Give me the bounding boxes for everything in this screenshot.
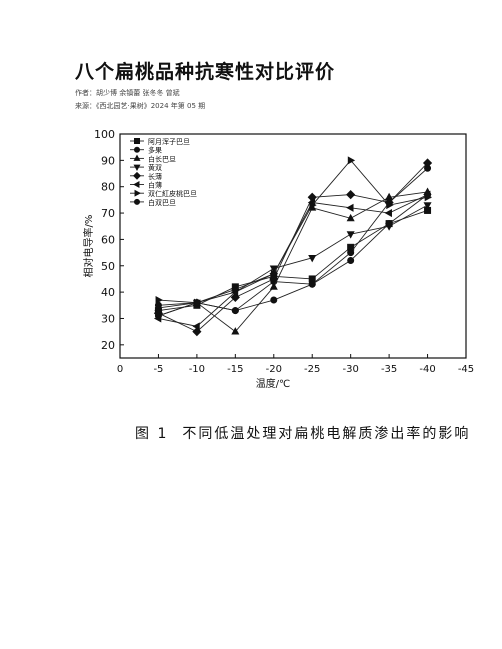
legend-label: 白薄 <box>148 181 162 190</box>
y-tick-label: 80 <box>101 181 115 194</box>
x-tick-label: -20 <box>266 364 282 375</box>
x-tick-label: 0 <box>117 364 123 375</box>
series-line-7 <box>158 194 428 312</box>
data-point-series-3 <box>269 265 278 273</box>
legend-label: 长薄 <box>148 172 162 181</box>
x-tick-label: -5 <box>153 364 163 375</box>
line-chart: 20 30 40 50 60 70 80 90 100 0 -5 -10 -15 -20 -25 -30 -35… <box>82 128 474 390</box>
data-point-series-1 <box>347 249 355 257</box>
data-point-series-6 <box>309 201 317 210</box>
legend-label: 阿月浑子巴旦 <box>148 137 190 146</box>
series-line-1 <box>158 167 428 317</box>
legend-marker <box>133 198 140 205</box>
data-point-series-6 <box>232 285 240 294</box>
y-tick-label: 50 <box>101 260 115 273</box>
authors-label: 作者： <box>75 89 96 97</box>
source: 《西北园艺·果树》2024 年第 05 期 <box>96 102 206 110</box>
y-tick-label: 60 <box>101 233 115 246</box>
figure-number: 图 1 <box>135 426 169 442</box>
figure-caption-text: 不同低温处理对扁桃电解质渗出率的影响 <box>182 426 471 442</box>
data-point-series-7 <box>385 220 393 228</box>
data-point-series-7 <box>347 256 355 264</box>
data-point-series-4 <box>346 190 356 200</box>
legend-marker <box>134 189 141 197</box>
y-tick-label: 40 <box>101 286 115 299</box>
legend-marker <box>133 138 140 145</box>
x-tick-label: -10 <box>189 364 205 375</box>
y-tick-label: 90 <box>101 154 115 167</box>
data-point-series-3 <box>346 231 355 239</box>
data-point-series-6 <box>270 269 279 278</box>
data-point-series-3 <box>308 254 317 263</box>
data-point-series-7 <box>270 296 278 304</box>
series-line-6 <box>158 159 428 304</box>
data-point-series-2 <box>269 282 278 290</box>
legend-marker <box>133 146 140 153</box>
data-point-series-7 <box>424 191 432 199</box>
legend-label: 白长巴旦 <box>148 154 176 163</box>
legend-label: 白双巴旦 <box>148 198 176 207</box>
data-point-series-7 <box>154 301 162 309</box>
x-axis-label: 温度/℃ <box>256 377 291 390</box>
data-point-series-2 <box>346 213 355 222</box>
data-point-series-5 <box>384 209 392 218</box>
legend-marker <box>133 164 141 171</box>
data-point-series-7 <box>193 299 201 307</box>
y-axis-label: 相对电导率/% <box>82 215 95 278</box>
x-tick-label: -25 <box>304 364 320 375</box>
legend-marker <box>133 181 140 188</box>
series-line-5 <box>158 194 428 327</box>
plot-frame <box>119 133 467 359</box>
y-tick-label: 20 <box>101 339 115 352</box>
paper-title: 八个扁桃品种抗寒性对比评价 <box>75 61 336 83</box>
source-label: 来源： <box>75 102 96 110</box>
x-tick-label: -45 <box>458 364 474 375</box>
data-point-series-5 <box>192 322 200 331</box>
source-line: 来源：《西北园艺·果树》2024 年第 05 期 <box>75 101 205 111</box>
data-point-series-3 <box>423 202 432 210</box>
data-point-series-7 <box>231 307 239 315</box>
data-point-series-4 <box>422 158 433 168</box>
data-point-series-5 <box>346 203 354 212</box>
legend-label: 双仁紅皮桃巴旦 <box>148 189 197 198</box>
x-tick-label: -40 <box>419 364 435 375</box>
data-point-series-7 <box>308 280 316 288</box>
authors: 胡少博 余镇蕾 张冬冬 曾斌 <box>96 89 180 97</box>
data-point-series-2 <box>231 327 240 335</box>
data-point-series-6 <box>155 295 163 305</box>
legend-label: 黄双 <box>148 163 162 172</box>
legend-marker <box>133 154 141 161</box>
y-tick-label: 70 <box>101 207 115 220</box>
legend-label: 多果 <box>148 146 162 155</box>
data-point-series-6 <box>347 156 356 165</box>
x-tick-label: -30 <box>342 364 358 375</box>
data-point-series-5 <box>153 314 162 323</box>
legend-marker <box>133 171 141 180</box>
authors-line: 作者：胡少博 余镇蕾 张冬冬 曾斌 <box>75 88 180 98</box>
data-point-series-6 <box>386 201 394 210</box>
x-tick-label: -15 <box>227 364 243 375</box>
x-tick-label: -35 <box>381 364 397 375</box>
y-tick-label: 100 <box>94 128 115 141</box>
y-tick-label: 30 <box>101 312 115 325</box>
figure-caption: 图 1 不同低温处理对扁桃电解质渗出率的影响 <box>135 423 470 443</box>
